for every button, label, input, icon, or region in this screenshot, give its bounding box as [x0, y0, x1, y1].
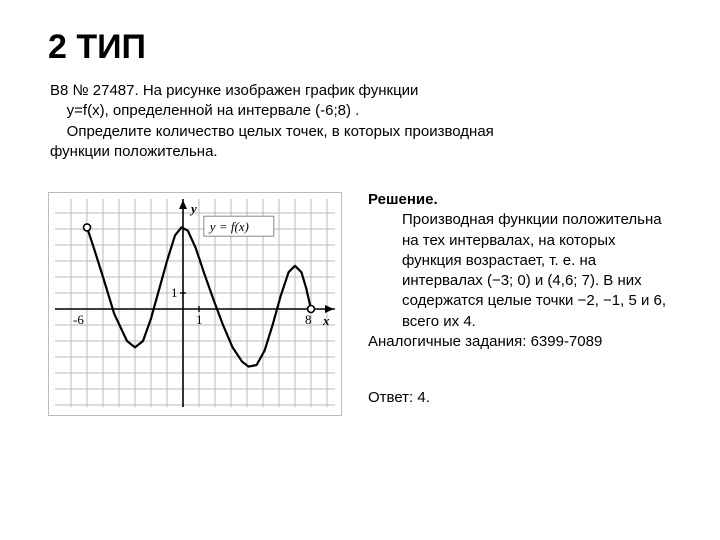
answer: Ответ: 4. — [368, 388, 672, 408]
function-chart: y x 1 1 -6 8 y = f(x) — [55, 199, 335, 407]
solution-heading: Решение. — [368, 191, 438, 208]
svg-text:x: x — [322, 313, 330, 328]
problem-number: B8 № 27487. — [50, 82, 139, 99]
problem-text: B8 № 27487. На рисунке изображен график … — [48, 81, 530, 162]
svg-text:-6: -6 — [73, 312, 84, 327]
svg-text:y: y — [189, 201, 197, 216]
chart-watermark — [55, 407, 335, 409]
svg-text:8: 8 — [305, 312, 312, 327]
chart-container: y x 1 1 -6 8 y = f(x) — [48, 192, 342, 416]
svg-text:1: 1 — [196, 312, 203, 327]
problem-body-1: На рисунке изображен график функции — [143, 82, 419, 99]
svg-text:1: 1 — [171, 285, 178, 300]
solution-block: Решение. Производная функции положительн… — [368, 184, 672, 416]
similar-tasks: Аналогичные задания: 6399-7089 — [368, 332, 672, 352]
solution-text: Производная функции положительна на тех … — [368, 210, 672, 332]
svg-text:y = f(x): y = f(x) — [208, 219, 249, 234]
page-title: 2 ТИП — [48, 28, 672, 67]
problem-body-2: y=f(x), определенной на интервале (-6;8)… — [67, 102, 360, 119]
problem-body-3: Определите количество целых точек, в кот… — [50, 123, 494, 160]
